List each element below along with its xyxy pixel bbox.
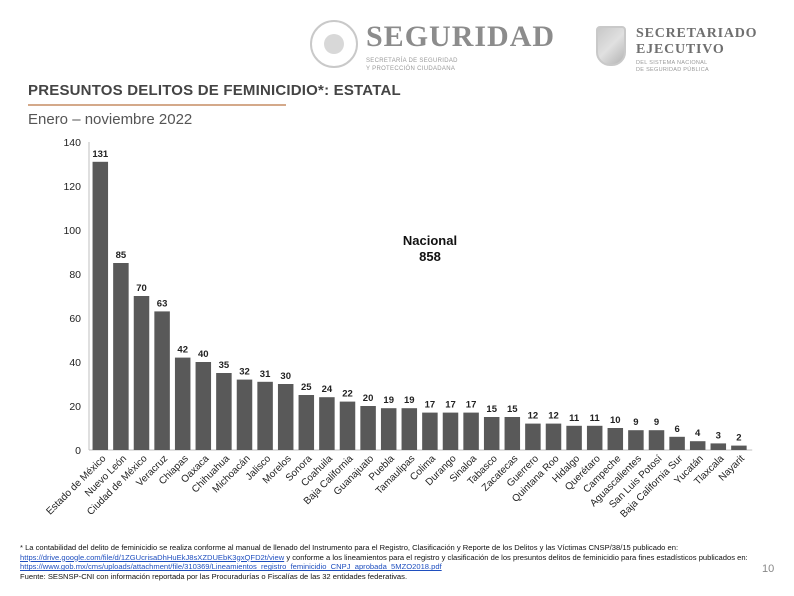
- bar: [380, 408, 397, 450]
- bar-value-label: 3: [716, 430, 721, 441]
- bar: [277, 384, 294, 450]
- bar: [422, 412, 438, 450]
- bar: [731, 445, 747, 450]
- bar: [648, 430, 665, 450]
- bar-value-label: 15: [486, 404, 497, 415]
- bar-value-label: 32: [239, 367, 250, 378]
- sec-title-line-2: EJECUTIVO: [636, 42, 725, 57]
- bar-value-label: 11: [590, 413, 601, 424]
- bar-value-label: 25: [301, 382, 312, 393]
- bar: [195, 362, 212, 450]
- bar-value-label: 15: [507, 404, 518, 415]
- y-tick-label: 60: [69, 313, 81, 325]
- sec-sub-line-2: DE SEGURIDAD PÚBLICA: [636, 67, 709, 73]
- bar: [710, 443, 727, 450]
- bar-value-label: 9: [654, 417, 659, 428]
- seguridad-logo-title: SEGURIDAD: [366, 20, 556, 53]
- bar: [442, 412, 459, 450]
- y-tick-label: 120: [63, 181, 81, 193]
- bar-value-label: 30: [280, 371, 291, 382]
- bar: [257, 381, 273, 450]
- bar-value-label: 20: [363, 393, 374, 404]
- bar-value-label: 40: [198, 349, 209, 360]
- bar-value-label: 31: [260, 369, 271, 380]
- bar: [216, 373, 232, 450]
- bar-value-label: 35: [219, 360, 230, 371]
- bar-value-label: 19: [404, 395, 415, 406]
- bar: [298, 395, 315, 450]
- national-total-value: 858: [419, 249, 441, 264]
- bar-value-label: 10: [610, 415, 621, 426]
- bar: [133, 296, 150, 450]
- sec-sub-line-1: DEL SISTEMA NACIONAL: [636, 60, 708, 66]
- bar-value-label: 17: [445, 400, 456, 411]
- secretariado-logo-title: SECRETARIADO EJECUTIVO: [636, 26, 757, 58]
- bar-value-label: 9: [633, 417, 638, 428]
- bar-value-label: 4: [695, 428, 701, 439]
- bar: [92, 161, 109, 451]
- bar: [154, 311, 170, 450]
- bar-value-label: 70: [136, 283, 147, 294]
- bar-value-label: 11: [569, 413, 580, 424]
- bar-value-label: 6: [674, 424, 679, 435]
- y-tick-label: 0: [75, 445, 81, 457]
- bar: [504, 417, 521, 450]
- bar: [483, 417, 500, 450]
- bar-value-label: 12: [548, 411, 559, 422]
- bar-value-label: 17: [425, 400, 436, 411]
- bar: [525, 423, 541, 450]
- bar: [401, 408, 418, 450]
- bar: [174, 357, 191, 450]
- footnote-text-tail: y conforme a los lineamientos para el re…: [284, 552, 748, 562]
- bar-value-label: 63: [157, 298, 168, 309]
- y-tick-label: 20: [69, 401, 81, 413]
- footnote-definition: * La contabilidad del delito de feminici…: [20, 543, 760, 562]
- footnote-text: * La contabilidad del delito de feminici…: [20, 543, 679, 552]
- header-logos: SEGURIDAD SECRETARÍA DE SEGURIDAD Y PROT…: [310, 18, 780, 86]
- slide-subtitle: Enero – noviembre 2022: [28, 111, 193, 128]
- national-total-label: Nacional: [403, 233, 457, 248]
- footnote-source: Fuente: SESNSP-CNI con información repor…: [20, 571, 408, 581]
- bar: [113, 263, 129, 450]
- bar-value-label: 2: [736, 433, 741, 444]
- y-tick-label: 80: [69, 269, 81, 281]
- coat-of-arms-icon: [310, 20, 358, 68]
- seguridad-sub-line-1: SECRETARÍA DE SEGURIDAD: [366, 58, 458, 64]
- bar: [689, 441, 706, 450]
- bar: [463, 412, 479, 450]
- bar: [236, 379, 253, 450]
- bar: [628, 430, 644, 450]
- footnote-link-manual[interactable]: https://drive.google.com/file/d/1ZGUcris…: [20, 552, 285, 562]
- bar-value-label: 131: [92, 149, 109, 160]
- bar: [339, 401, 356, 450]
- bar: [607, 428, 624, 450]
- shield-icon: [596, 26, 626, 66]
- bar: [669, 436, 685, 450]
- y-tick-label: 140: [63, 137, 81, 149]
- seguridad-sub-line-2: Y PROTECCIÓN CIUDADANA: [366, 66, 456, 72]
- footnote-link-lineamientos[interactable]: https://www.gob.mx/cms/uploads/attachmen…: [20, 562, 442, 572]
- bar-value-label: 12: [528, 411, 539, 422]
- bar: [360, 406, 376, 450]
- bar-value-label: 19: [383, 395, 394, 406]
- bar: [586, 425, 603, 450]
- bar-value-label: 85: [116, 250, 127, 261]
- seguridad-logo-subtitle: SECRETARÍA DE SEGURIDAD Y PROTECCIÓN CIU…: [366, 57, 516, 73]
- bar: [319, 397, 335, 450]
- bar: [566, 425, 582, 450]
- bar-value-label: 24: [322, 384, 333, 395]
- bar-value-label: 22: [342, 389, 353, 400]
- footnotes: * La contabilidad del delito de feminici…: [20, 543, 760, 581]
- sec-title-line-1: SECRETARIADO: [636, 26, 758, 41]
- title-underline: [28, 104, 286, 106]
- y-tick-label: 40: [69, 357, 81, 369]
- bar: [545, 423, 562, 450]
- bar-value-label: 42: [177, 345, 188, 356]
- y-tick-label: 100: [63, 225, 81, 237]
- secretariado-logo-subtitle: DEL SISTEMA NACIONAL DE SEGURIDAD PÚBLIC…: [636, 60, 709, 74]
- bar-value-label: 17: [466, 400, 477, 411]
- slide-title: PRESUNTOS DELITOS DE FEMINICIDIO*: ESTAT…: [28, 82, 401, 99]
- page-number: 10: [762, 563, 775, 575]
